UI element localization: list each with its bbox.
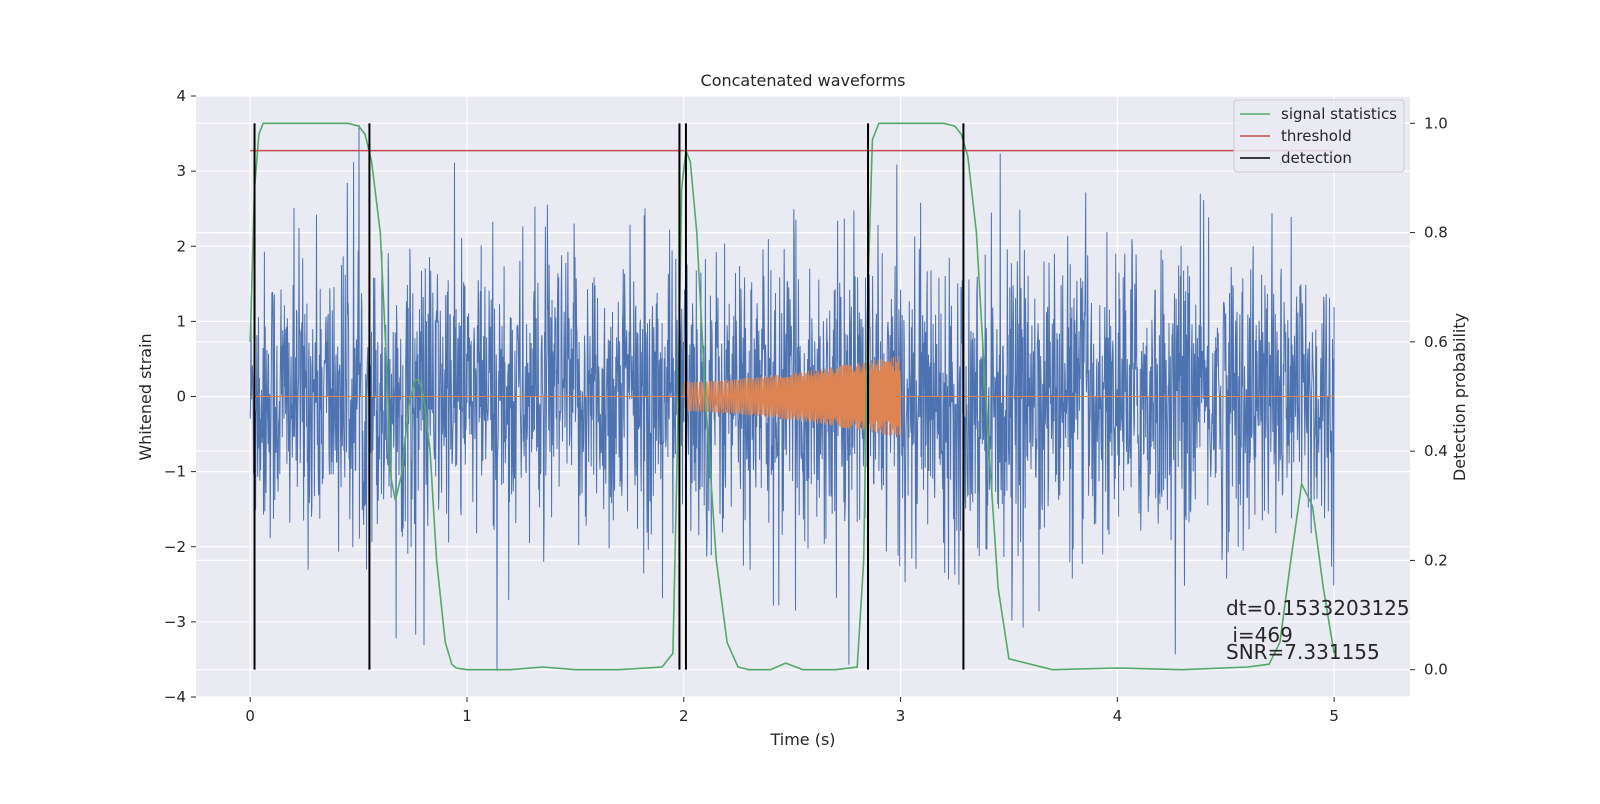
y-tick-label: −2 bbox=[164, 538, 186, 556]
legend-label-detection: detection bbox=[1281, 149, 1352, 167]
y2-tick-label: 0.6 bbox=[1424, 333, 1448, 351]
y-tick-label: −4 bbox=[164, 688, 186, 706]
y2-axis-label: Detection probability bbox=[1450, 313, 1469, 481]
legend: signal statistics threshold detection bbox=[1233, 99, 1405, 173]
x-tick-label: 1 bbox=[462, 707, 472, 725]
x-tick-label: 5 bbox=[1329, 707, 1339, 725]
x-axis-label: Time (s) bbox=[769, 730, 835, 749]
chart-title: Concatenated waveforms bbox=[701, 71, 906, 90]
legend-label-statistics: signal statistics bbox=[1281, 105, 1397, 123]
y-tick-label: 2 bbox=[176, 237, 186, 255]
y2-tick-label: 0.2 bbox=[1424, 551, 1448, 569]
y2-axis-ticks: 0.0 0.2 0.4 0.6 0.8 1.0 bbox=[1410, 114, 1448, 679]
x-tick-label: 0 bbox=[245, 707, 255, 725]
y2-tick-label: 0.4 bbox=[1424, 442, 1448, 460]
x-axis-ticks: 0 1 2 3 4 5 bbox=[245, 697, 1339, 725]
y-axis-ticks: −4 −3 −2 −1 0 1 2 3 4 bbox=[164, 87, 196, 706]
x-tick-label: 4 bbox=[1113, 707, 1123, 725]
y-tick-label: −1 bbox=[164, 463, 186, 481]
signal-statistics-line bbox=[249, 122, 1335, 671]
legend-label-threshold: threshold bbox=[1281, 127, 1352, 145]
y2-tick-label: 1.0 bbox=[1424, 114, 1448, 132]
y-tick-label: −3 bbox=[164, 613, 186, 631]
y-tick-label: 1 bbox=[176, 312, 186, 330]
annotation-snr: SNR=7.331155 bbox=[1226, 640, 1380, 664]
detection-lines bbox=[253, 123, 965, 670]
y-tick-label: 4 bbox=[176, 87, 186, 105]
y-axis-label: Whitened strain bbox=[136, 333, 155, 460]
annotation-index: i=469 bbox=[1226, 623, 1293, 647]
y-tick-label: 3 bbox=[176, 162, 186, 180]
annotation-dt: dt=0.1533203125 bbox=[1226, 596, 1410, 620]
y-tick-label: 0 bbox=[176, 388, 186, 406]
y2-tick-label: 0.0 bbox=[1424, 661, 1448, 679]
x-tick-label: 3 bbox=[896, 707, 906, 725]
x-tick-label: 2 bbox=[679, 707, 689, 725]
y2-tick-label: 0.8 bbox=[1424, 224, 1448, 242]
template-waveform-line bbox=[250, 356, 1335, 438]
